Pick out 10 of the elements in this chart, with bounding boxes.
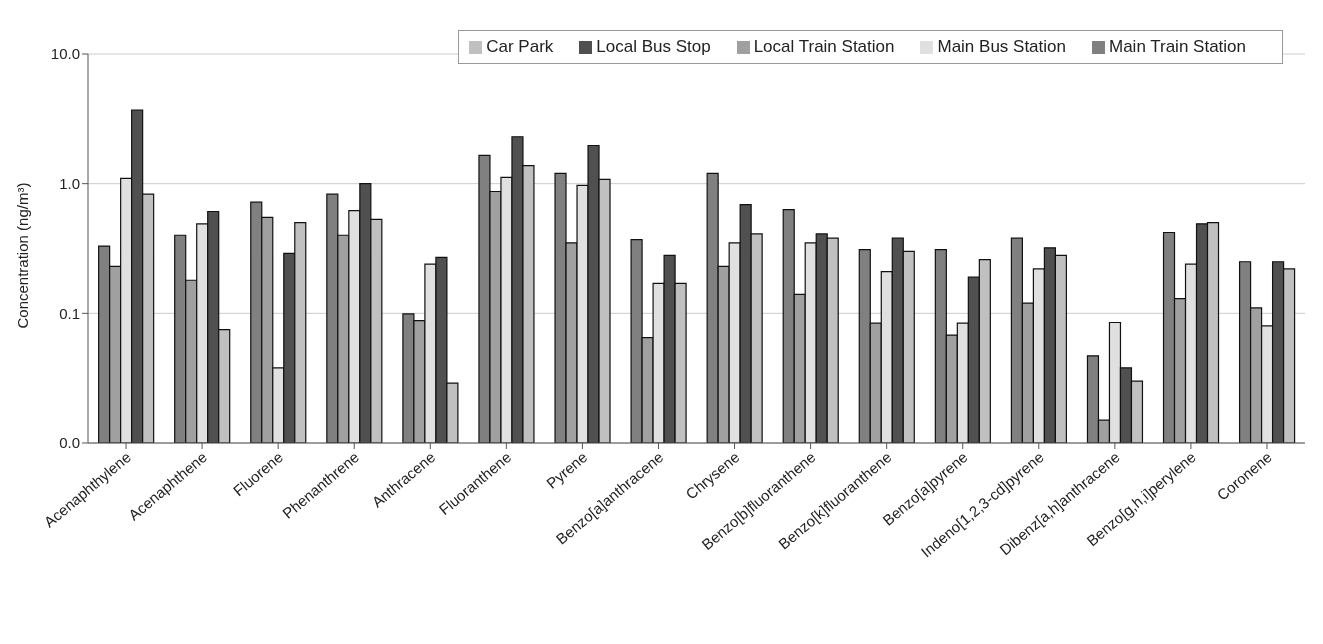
y-tick-label: 1.0 [59, 174, 80, 192]
legend-label: Main Train Station [1108, 37, 1246, 56]
y-axis-title: Concentration (ng/m³) [14, 182, 32, 329]
legend-label: Local Train Station [753, 37, 895, 56]
y-tick-label: 0.0 [59, 434, 80, 452]
y-tick-label: 10.0 [50, 45, 80, 63]
y-tick-label: 0.1 [59, 304, 80, 322]
legend-label: Car Park [486, 37, 554, 56]
legend-label: Local Bus Stop [596, 37, 711, 56]
legend-label: Main Bus Station [937, 37, 1066, 56]
